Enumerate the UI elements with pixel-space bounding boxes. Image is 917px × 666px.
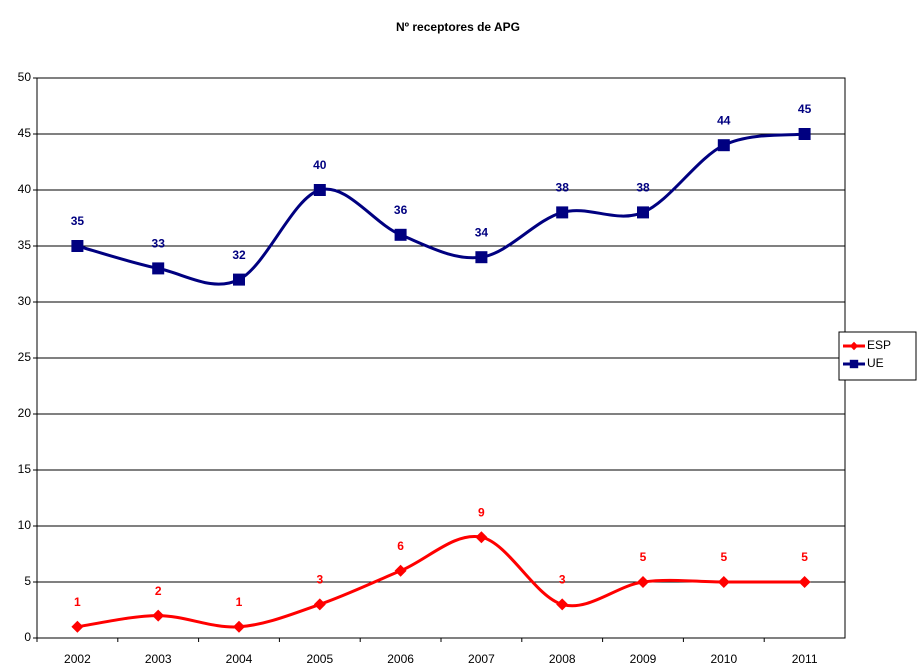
data-label: 5 (720, 550, 727, 564)
data-label: 1 (236, 595, 243, 609)
point (717, 139, 730, 152)
data-label: 6 (397, 539, 404, 553)
point (152, 609, 165, 622)
legend-label: ESP (867, 338, 891, 352)
x-tick-label: 2010 (710, 652, 737, 666)
x-tick-label: 2005 (306, 652, 333, 666)
point (717, 576, 730, 588)
data-label: 40 (313, 158, 327, 172)
y-tick-label: 35 (18, 238, 32, 252)
point (71, 620, 84, 633)
point (637, 576, 649, 588)
y-tick-label: 20 (18, 406, 32, 420)
point (798, 128, 811, 140)
data-label: 5 (801, 550, 808, 564)
point (313, 184, 326, 196)
data-label: 44 (717, 113, 731, 127)
data-label: 38 (556, 181, 570, 195)
point (849, 341, 859, 351)
data-label: 45 (798, 102, 812, 116)
point (849, 359, 859, 369)
y-tick-label: 45 (18, 126, 32, 140)
y-tick-label: 15 (18, 462, 32, 476)
point (71, 240, 84, 252)
x-tick-label: 2006 (387, 652, 414, 666)
point (394, 228, 407, 241)
data-label: 36 (394, 203, 408, 217)
point (475, 251, 488, 264)
y-tick-label: 30 (18, 294, 32, 308)
point (152, 262, 165, 275)
point (233, 273, 245, 286)
data-label: 34 (475, 225, 489, 239)
data-label: 38 (636, 181, 650, 195)
x-tick-label: 2003 (145, 652, 172, 666)
y-tick-label: 0 (24, 630, 31, 644)
y-tick-label: 25 (18, 350, 32, 364)
point (556, 598, 569, 611)
legend-box (838, 331, 917, 381)
x-tick-label: 2002 (64, 652, 91, 666)
point (233, 620, 245, 633)
y-tick-label: 40 (18, 182, 32, 196)
point (556, 206, 569, 219)
point (637, 206, 649, 219)
chart-title: Nº receptores de APG (396, 20, 520, 34)
data-label: 1 (74, 595, 81, 609)
data-label: 9 (478, 505, 485, 519)
y-tick-label: 50 (18, 70, 32, 84)
data-label: 5 (640, 550, 647, 564)
data-label: 2 (155, 584, 162, 598)
series-line (76, 132, 805, 286)
point (313, 598, 326, 611)
x-tick-label: 2007 (468, 652, 495, 666)
y-tick-label: 10 (18, 518, 32, 532)
data-label: 35 (71, 214, 85, 228)
data-label: 3 (316, 573, 323, 587)
series-line (77, 534, 805, 629)
data-label: 33 (152, 237, 166, 251)
point (475, 531, 488, 544)
y-tick-label: 5 (24, 574, 31, 588)
point (798, 576, 811, 588)
x-tick-label: 2008 (549, 652, 576, 666)
x-tick-label: 2011 (792, 652, 818, 666)
data-label: 32 (232, 248, 246, 262)
point (394, 564, 407, 577)
data-label: 3 (559, 573, 566, 587)
legend-label: UE (867, 356, 884, 370)
x-tick-label: 2004 (226, 652, 253, 666)
x-tick-label: 2009 (630, 652, 657, 666)
